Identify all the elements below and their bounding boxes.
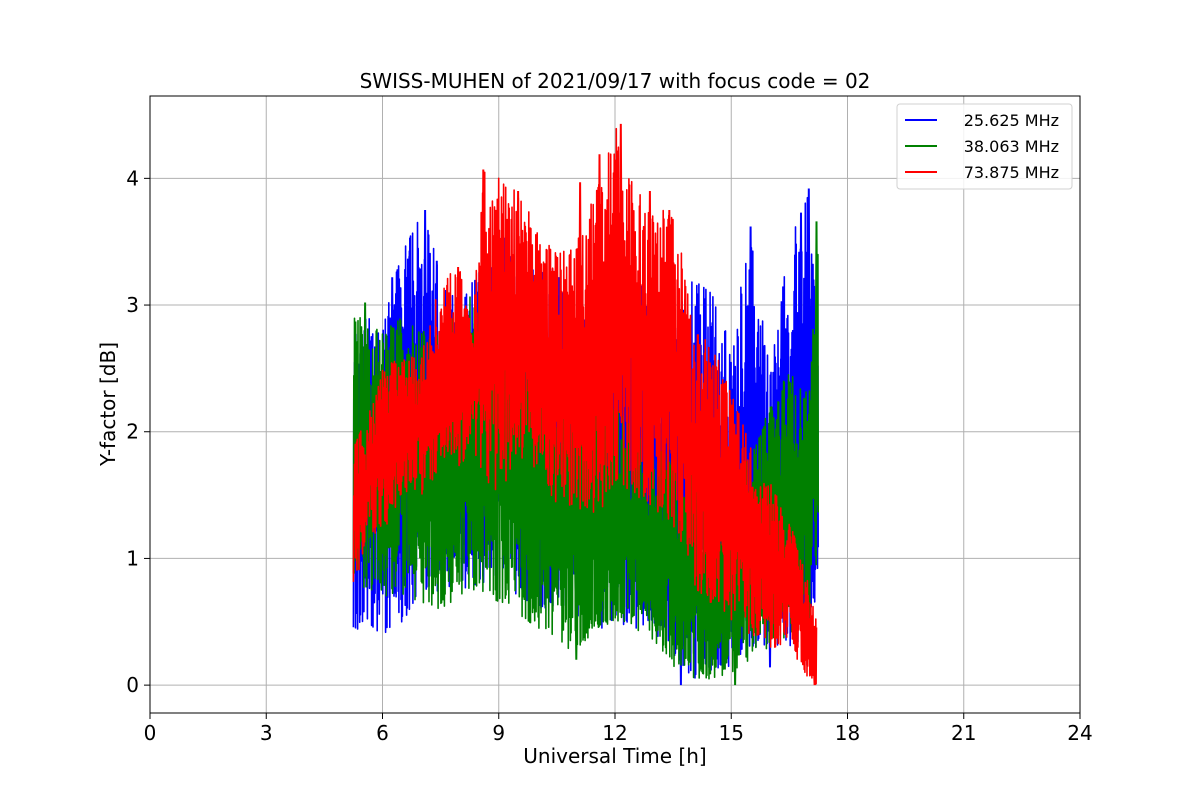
- series-line-3: [352, 127, 818, 686]
- x-tick-label: 0: [144, 721, 157, 745]
- x-tick-label: 3: [260, 721, 273, 745]
- y-axis-title: Y-factor [dB]: [96, 342, 120, 467]
- y-tick-label: 3: [126, 293, 139, 317]
- y-tick-label: 4: [126, 166, 139, 190]
- y-tick-label: 0: [126, 673, 139, 697]
- x-tick-label: 24: [1067, 721, 1092, 745]
- legend-label-1: 25.625 MHz: [964, 111, 1059, 130]
- x-tick-label: 18: [835, 721, 860, 745]
- legend-box: [896, 103, 1073, 190]
- series-layer: [352, 123, 820, 686]
- x-tick-label: 12: [602, 721, 627, 745]
- x-tick-label: 21: [951, 721, 976, 745]
- legend: 25.625 MHz 38.063 MHz 73.875 MHz: [896, 103, 1073, 190]
- legend-label-2: 38.063 MHz: [964, 137, 1059, 156]
- x-tick-label: 6: [376, 721, 389, 745]
- x-tick-label: 9: [492, 721, 505, 745]
- chart-title: SWISS-MUHEN of 2021/09/17 with focus cod…: [360, 69, 871, 93]
- x-axis-title: Universal Time [h]: [523, 744, 706, 768]
- y-tick-label: 1: [126, 546, 139, 570]
- y-tick-label: 2: [126, 420, 139, 444]
- x-tick-label: 15: [719, 721, 744, 745]
- legend-label-3: 73.875 MHz: [964, 163, 1059, 182]
